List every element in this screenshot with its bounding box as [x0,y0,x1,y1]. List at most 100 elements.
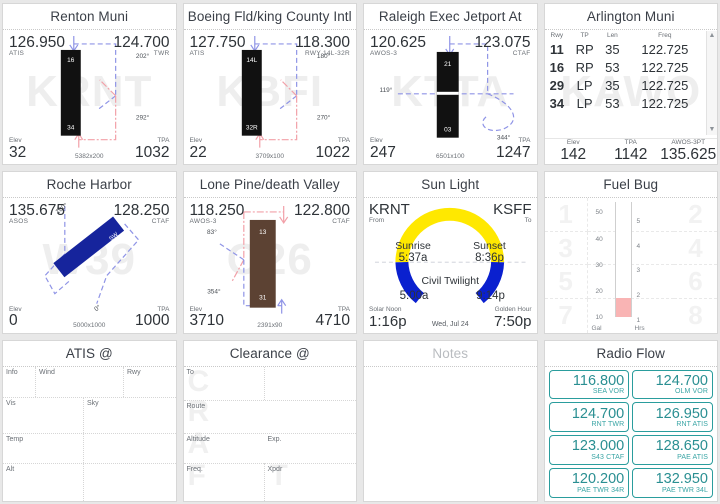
elevation-label: Elev [9,305,22,313]
numeric-keypad[interactable]: 1 2 3 4 5 6 7 8 [544,198,717,333]
keypad-key-1[interactable]: 1 [544,198,588,232]
radio-button-pae-twr-34l[interactable]: 132.950 PAE TWR 34L [632,468,713,498]
keypad-key-8[interactable]: 8 [688,300,703,331]
panel-title: Renton Muni [3,4,176,30]
table-row[interactable]: 11 RP 35 122.725 [545,40,706,58]
tpa-label: TPA [518,137,531,145]
craft-watermark-r: R [187,394,210,428]
radio-button-olm-vor[interactable]: 124.700 OLM VOR [632,369,713,400]
panel-title: Fuel Bug [544,172,717,199]
scroll-up-icon[interactable]: ▲ [708,32,716,39]
atis-form[interactable]: Info Wind Rwy Vis Sky Temp Alt [3,366,176,501]
hrs-tick-3: 3 [636,267,641,275]
radio-freq: 124.700 [571,405,625,422]
runway-table: Rwy TP Len Freq 11 RP 35 122.725 [545,31,706,112]
notes-panel[interactable]: Notes [363,339,538,502]
gal-tick-20: 20 [595,288,603,296]
table-header-row: Rwy TP Len Freq [545,31,706,40]
radio-freq: 124.700 [655,372,708,389]
fuel-bug-container: 1 2 3 4 5 6 7 8 50 [544,198,717,333]
freq-left-label: AWOS-3 [370,49,398,57]
freq-right[interactable]: 122.800 CTAF [294,203,350,225]
elevation-value: 22 [189,144,207,162]
airport-panel-renton[interactable]: Renton Muni KRNT 16 34 202° 292° 126.950 [2,3,177,166]
tpa-value: 1032 [135,144,170,162]
cell-freq: 122.725 [641,41,689,57]
gal-unit-label: Gal [591,324,602,332]
radio-button-rnt-atis[interactable]: 126.950 RNT ATIS [632,402,713,433]
fuel-level-bar[interactable] [614,202,632,317]
radio-name: PAE ATIS [677,453,708,461]
keypad-key-2[interactable]: 2 [673,198,717,232]
radio-button-sea-vor[interactable]: 116.800 SEA VOR [548,369,630,400]
freq-left[interactable]: 135.675 ASOS [9,203,65,225]
runway-end-bottom: NE [57,280,67,290]
runway-table-wrapper: Rwy TP Len Freq 11 RP 35 122.725 [544,31,717,164]
table-row[interactable]: 29 LP 35 122.725 [545,76,706,94]
freq-left[interactable]: 127.750 ATIS [190,35,246,57]
freq-right[interactable]: 128.250 CTAF [113,203,169,225]
heading-lower: 354° [207,288,221,296]
clearance-form[interactable]: C R A F T To Route Altitude Exp. Freq. X… [183,365,356,501]
freq-right[interactable]: 123.075 CTAF [474,35,530,57]
keypad-key-6[interactable]: 6 [673,265,717,300]
tpa: TPA 1000 [135,306,169,330]
tpa: TPA 4710 [316,306,350,330]
from-code: KRNT [369,201,410,219]
elevation: Elev 32 [9,137,27,162]
notes-textarea[interactable] [364,366,537,501]
cell-rwy: 16 [549,59,565,75]
table-row[interactable]: 16 RP 53 122.725 [545,58,706,76]
freq-left[interactable]: 120.625 AWOS-3 [370,35,426,57]
freq-right-label: CTAF [512,49,531,57]
cell-tp: LP [576,77,593,93]
panel-body[interactable] [364,366,537,501]
airport-panel-roche[interactable]: Roche Harbor W39 SW NE 180° 0° 135.675 A… [2,171,177,334]
scroll-down-icon[interactable]: ▼ [708,126,716,134]
runway-end-top: 16 [67,57,75,64]
keypad-key-3[interactable]: 3 [544,231,588,266]
radio-button-s43-ctaf[interactable]: 123.000 S43 CTAF [548,435,630,466]
civil-dawn-time: 5:00a [399,290,429,303]
footer-awos-value: 135.625 [660,146,717,164]
heading-upper: 119° [379,86,392,94]
freq-left[interactable]: 118.250 AWOS-3 [190,203,245,225]
radio-button-pae-twr-34r[interactable]: 120.200 PAE TWR 34R [548,468,630,498]
freq-left[interactable]: 126.950 ATIS [9,35,65,57]
airport-panel-boeing[interactable]: Boeing Fld/king County Intl KBFI 14L 32R… [182,3,357,166]
elevation-value: 0 [9,312,18,330]
radio-button-pae-atis[interactable]: 128.650 PAE ATIS [632,435,713,466]
keypad-key-7[interactable]: 7 [545,299,588,333]
sun-light-panel[interactable]: Sun Light KRNT From KSFF To Sun [363,171,538,334]
radio-freq: 126.950 [655,405,708,422]
runway-end-top: 13 [259,229,267,236]
clearance-divider-1 [183,399,356,401]
cell-freq: 122.725 [641,95,689,111]
airport-panel-lonepine[interactable]: Lone Pine/death Valley O26 13 31 83° 354… [182,171,357,334]
hrs-tick-2: 2 [636,292,641,300]
radio-flow-panel[interactable]: Radio Flow 116.800 SEA VOR 124.700 OLM V… [543,339,718,502]
elevation-value: 32 [9,144,27,162]
panel-title: Roche Harbor [3,172,176,199]
clearance-panel[interactable]: Clearance @ C R A F T To Route Altitude … [182,339,357,502]
panel-body: 116.800 SEA VOR 124.700 OLM VOR 124.700 … [545,367,718,501]
radio-name: RNT ATIS [676,421,708,429]
freq-right-value: 118.300 [295,34,350,51]
table-scrollbar[interactable]: ▲ ▼ [706,31,717,136]
panel-body: O26 13 31 83° 354° 118.250 AWOS-3 [184,198,357,332]
radio-button-rnt-twr[interactable]: 124.700 RNT TWR [548,402,630,433]
runway-diagram: SW NE 180° 0° [44,201,140,313]
freq-right[interactable]: 118.300 RWY 14L-32R [295,35,350,57]
table-row[interactable]: 34 LP 53 122.725 [545,94,706,112]
atis-panel[interactable]: ATIS @ Info Wind Rwy Vis Sky Temp Alt [2,339,177,502]
keypad-key-4[interactable]: 4 [673,232,717,266]
freq-right[interactable]: 124.700 TWR [113,35,169,57]
runway-dimensions: 5382x200 [74,153,104,161]
clearance-divider-3 [183,462,356,464]
airport-panel-raleigh[interactable]: Raleigh Exec Jetport At KTTA 21 03 119° … [363,3,538,166]
fuel-bug-panel[interactable]: Fuel Bug 1 2 3 4 5 6 7 [543,171,718,334]
keypad-key-5[interactable]: 5 [544,265,588,300]
airport-panel-arlington[interactable]: Arlington Muni KAWO Rwy TP Len Freq 11 R… [543,3,718,166]
tpa: TPA 1032 [135,137,170,162]
